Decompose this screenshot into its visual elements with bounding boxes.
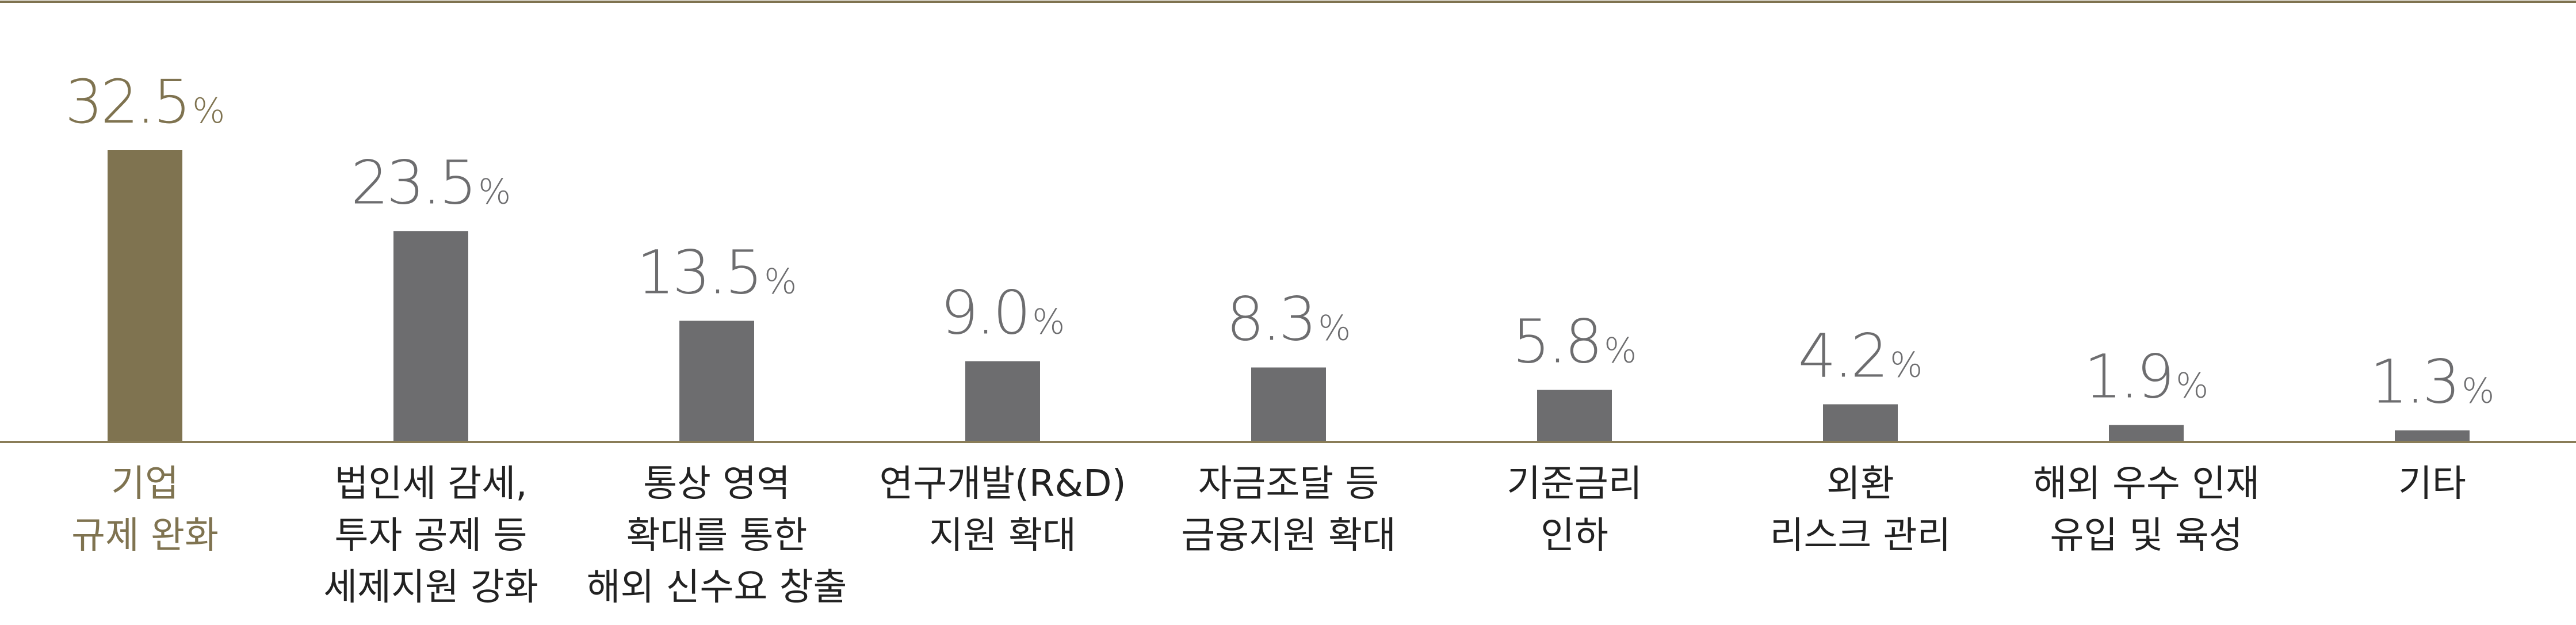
bar-1 bbox=[393, 231, 468, 442]
category-label-line: 해외 신수요 창출 bbox=[587, 566, 847, 609]
value-label-7: 1.9% bbox=[2084, 341, 2208, 411]
bar-6 bbox=[1823, 404, 1898, 442]
category-label-line: 기준금리 bbox=[1507, 463, 1642, 505]
category-label-line: 기업 bbox=[111, 463, 179, 505]
bar-0 bbox=[108, 150, 182, 442]
bar-7 bbox=[2109, 425, 2184, 442]
value-label-3: 9.0% bbox=[941, 278, 1065, 348]
category-label-line: 규제 완화 bbox=[71, 515, 219, 557]
category-label-3: 연구개발(R&D) 지원 확대 bbox=[879, 463, 1126, 557]
bar-3 bbox=[965, 361, 1040, 442]
category-label-line: 세제지원 강화 bbox=[323, 566, 538, 609]
bar-8 bbox=[2395, 430, 2470, 442]
category-label-line: 지원 확대 bbox=[929, 515, 1076, 557]
bar-2 bbox=[679, 321, 754, 442]
category-label-line: 외환 bbox=[1826, 463, 1894, 505]
value-label-2: 13.5% bbox=[637, 237, 797, 307]
category-label-line: 자금조달 등 bbox=[1198, 463, 1379, 505]
category-label-line: 법인세 감세, bbox=[334, 463, 527, 505]
value-label-8: 1.3% bbox=[2370, 347, 2494, 417]
bar-5 bbox=[1537, 390, 1612, 442]
category-label-line: 연구개발(R&D) bbox=[879, 463, 1126, 505]
category-label-line: 투자 공제 등 bbox=[334, 515, 527, 557]
category-label-line: 해외 우수 인재 bbox=[2033, 463, 2260, 505]
category-label-line: 통상 영역 bbox=[643, 463, 790, 505]
bar-4 bbox=[1251, 368, 1326, 442]
value-label-5: 5.8% bbox=[1512, 307, 1637, 377]
category-label-line: 인하 bbox=[1541, 515, 1608, 557]
category-label-line: 기타 bbox=[2398, 463, 2466, 505]
category-label-line: 유입 및 육성 bbox=[2050, 515, 2242, 557]
category-label-line: 리스크 관리 bbox=[1770, 515, 1951, 557]
category-label-line: 확대를 통한 bbox=[626, 515, 808, 557]
value-label-4: 8.3% bbox=[1226, 284, 1351, 355]
value-label-0: 32.5% bbox=[65, 67, 226, 137]
category-label-8: 기타 bbox=[2398, 463, 2466, 505]
value-label-6: 4.2% bbox=[1798, 321, 1923, 391]
value-label-1: 23.5% bbox=[351, 147, 511, 218]
category-label-line: 금융지원 확대 bbox=[1181, 515, 1396, 557]
